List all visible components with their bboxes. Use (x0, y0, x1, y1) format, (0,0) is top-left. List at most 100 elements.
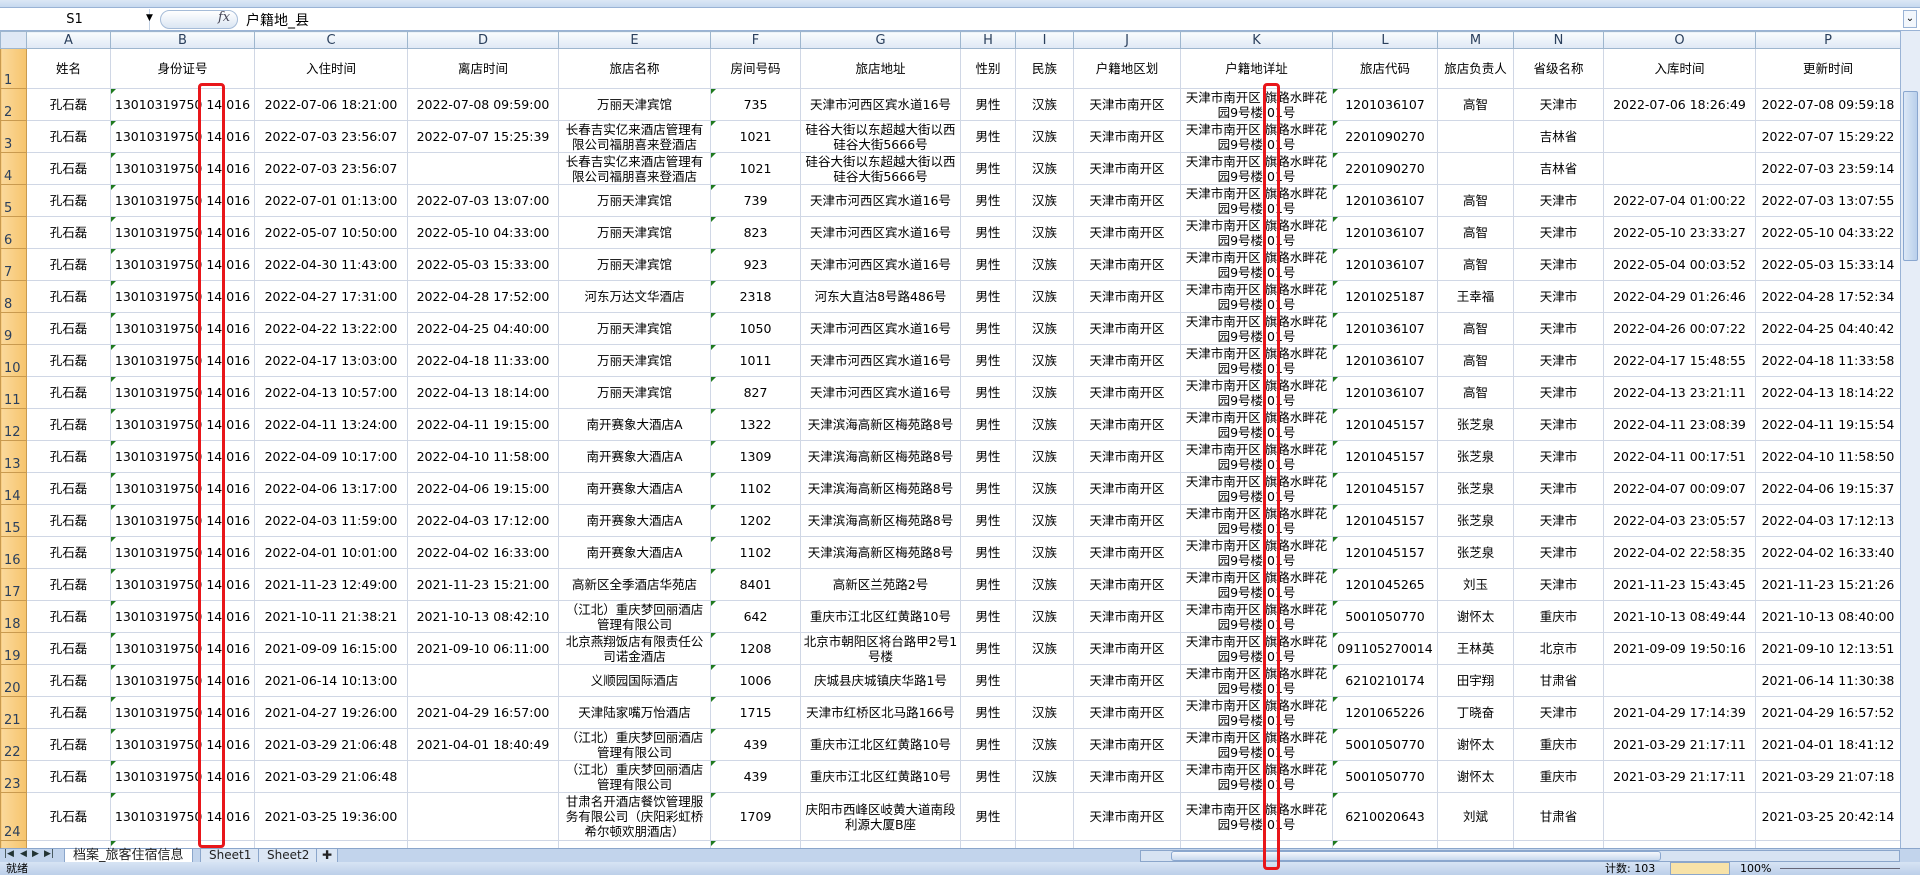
cell[interactable]: 天津市南开区 (1073, 760, 1181, 793)
cell[interactable]: 2022-04-06 19:15:37 (1755, 472, 1900, 505)
cell[interactable]: 高智 (1437, 88, 1514, 121)
cell[interactable]: 739 (710, 184, 801, 217)
cell[interactable]: 庆阳市西峰区岐黄大道南段利源大厦B座 (800, 792, 961, 841)
cell[interactable]: 2022-04-03 23:05:57 (1603, 504, 1756, 537)
cell[interactable]: 汉族 (1015, 344, 1074, 377)
cell[interactable]: 2022-04-06 13:17:00 (254, 472, 408, 505)
cell[interactable]: 汉族 (1015, 184, 1074, 217)
cell[interactable]: 男性 (960, 504, 1016, 537)
cell[interactable]: 2022-07-04 01:00:22 (1603, 184, 1756, 217)
cell[interactable]: 1201045157 (1332, 504, 1438, 537)
cell[interactable]: 2022-04-22 13:22:00 (254, 312, 408, 345)
cell[interactable]: 2021-11-23 15:43:45 (1603, 568, 1756, 601)
cell[interactable]: 汉族 (1015, 504, 1074, 537)
cell[interactable]: 天津市南开区 旗路水畔花园9号楼 01号 (1180, 152, 1333, 185)
column-header-M[interactable]: M (1437, 31, 1514, 49)
cell[interactable]: 男性 (960, 376, 1016, 409)
cell[interactable]: 刘斌 (1437, 792, 1514, 841)
cell[interactable]: 孔石磊 (26, 440, 111, 473)
cell[interactable]: 2022-07-07 15:25:39 (407, 120, 559, 153)
row-header[interactable]: 23 (0, 760, 27, 793)
cell[interactable]: 男性 (960, 696, 1016, 729)
cell[interactable]: 天津市南开区 旗路水畔花园9号楼 01号 (1180, 504, 1333, 537)
cell[interactable]: 2021-09-10 06:11:00 (407, 632, 559, 665)
cell[interactable]: 1102 (710, 472, 801, 505)
cell[interactable]: 天津市 (1513, 536, 1604, 569)
column-header-L[interactable]: L (1332, 31, 1438, 49)
cell[interactable] (1755, 840, 1900, 848)
cell[interactable]: 2022-04-18 11:33:00 (407, 344, 559, 377)
cell[interactable]: 1201045157 (1332, 536, 1438, 569)
cell[interactable] (1603, 792, 1756, 841)
cell[interactable] (1437, 152, 1514, 185)
cell[interactable]: 天津市南开区 (1073, 504, 1181, 537)
cell[interactable]: 13010319750 14 016 (110, 600, 255, 633)
cell[interactable]: 735 (710, 88, 801, 121)
cell[interactable]: 13010319750 14 016 (110, 120, 255, 153)
cell[interactable]: 2022-04-03 17:12:00 (407, 504, 559, 537)
cell[interactable]: 2022-07-08 09:59:00 (407, 88, 559, 121)
cell[interactable]: 汉族 (1015, 312, 1074, 345)
horizontal-scroll-thumb[interactable] (1171, 851, 1661, 861)
cell[interactable]: 13010319750 14 016 (110, 184, 255, 217)
cell[interactable]: 1201045157 (1332, 472, 1438, 505)
row-header[interactable]: 1 (0, 48, 27, 89)
cell[interactable]: 甘肃名开酒店餐饮管理服务有限公司（庆阳彩虹桥希尔顿欢朋酒店） (558, 792, 711, 841)
cell[interactable]: 13010319750 14 016 (110, 440, 255, 473)
cell[interactable]: 高智 (1437, 312, 1514, 345)
cell[interactable]: 天津市 (1513, 344, 1604, 377)
insert-sheet-icon[interactable]: ✚ (316, 849, 339, 863)
cell[interactable]: 2022-07-03 13:07:00 (407, 184, 559, 217)
cell[interactable]: 2022-04-13 23:21:11 (1603, 376, 1756, 409)
cell[interactable]: 13010319750 14 016 (110, 728, 255, 761)
cell[interactable] (1073, 840, 1181, 848)
cell[interactable]: 天津市南开区 (1073, 88, 1181, 121)
cell[interactable] (800, 840, 961, 848)
cell[interactable]: 天津滨海高新区梅苑路8号 (800, 504, 961, 537)
cell[interactable]: 2021-11-23 12:49:00 (254, 568, 408, 601)
cell[interactable]: 2022-04-02 16:33:00 (407, 536, 559, 569)
cell[interactable]: 天津市南开区 (1073, 152, 1181, 185)
column-header-K[interactable]: K (1180, 31, 1333, 49)
cell[interactable]: 2021-03-25 19:36:00 (254, 792, 408, 841)
cell[interactable]: 2022-05-03 15:33:14 (1755, 248, 1900, 281)
cell[interactable]: 男性 (960, 536, 1016, 569)
cell[interactable]: 2022-07-07 15:29:22 (1755, 120, 1900, 153)
cell[interactable]: 923 (710, 248, 801, 281)
cell[interactable]: 1006 (710, 664, 801, 697)
cell[interactable]: 6210020643 (1332, 792, 1438, 841)
cell[interactable]: （江北）重庆梦回丽酒店管理有限公司 (558, 600, 711, 633)
header-cell[interactable]: 入库时间 (1603, 48, 1756, 89)
cell[interactable]: 男性 (960, 280, 1016, 313)
header-cell[interactable]: 民族 (1015, 48, 1074, 89)
cell[interactable]: 2022-05-10 23:33:27 (1603, 216, 1756, 249)
cell[interactable]: 汉族 (1015, 120, 1074, 153)
cell[interactable]: 5001050770 (1332, 760, 1438, 793)
cell[interactable]: 2021-03-29 21:06:48 (254, 760, 408, 793)
cell[interactable]: 庆城县庆城镇庆华路1号 (800, 664, 961, 697)
column-header-G[interactable]: G (800, 31, 961, 49)
cell[interactable]: 2022-04-06 19:15:00 (407, 472, 559, 505)
cell[interactable]: 天津市河西区宾水道16号 (800, 376, 961, 409)
cell[interactable]: 2022-05-07 10:50:00 (254, 216, 408, 249)
header-cell[interactable]: 旅店负责人 (1437, 48, 1514, 89)
cell[interactable]: 北京燕翔饭店有限责任公司诺金酒店 (558, 632, 711, 665)
cell[interactable]: 孔石磊 (26, 216, 111, 249)
header-cell[interactable]: 身份证号 (110, 48, 255, 89)
cell[interactable]: 2201090270 (1332, 120, 1438, 153)
header-cell[interactable]: 姓名 (26, 48, 111, 89)
cell[interactable] (26, 840, 111, 848)
cell[interactable]: 高智 (1437, 216, 1514, 249)
cell[interactable]: 天津滨海高新区梅苑路8号 (800, 440, 961, 473)
cell[interactable]: 男性 (960, 408, 1016, 441)
cell[interactable]: 2022-04-02 16:33:40 (1755, 536, 1900, 569)
row-header[interactable]: 7 (0, 248, 27, 281)
cell[interactable]: 万丽天津宾馆 (558, 312, 711, 345)
cell[interactable]: 汉族 (1015, 152, 1074, 185)
cell[interactable]: 天津市南开区 旗路水畔花园9号楼 01号 (1180, 696, 1333, 729)
cell[interactable]: 汉族 (1015, 600, 1074, 633)
cell[interactable]: 2022-04-11 23:08:39 (1603, 408, 1756, 441)
tab-sheet1[interactable]: Sheet1 (200, 849, 261, 863)
cell[interactable]: 重庆市 (1513, 760, 1604, 793)
cell[interactable]: 天津市河西区宾水道16号 (800, 184, 961, 217)
